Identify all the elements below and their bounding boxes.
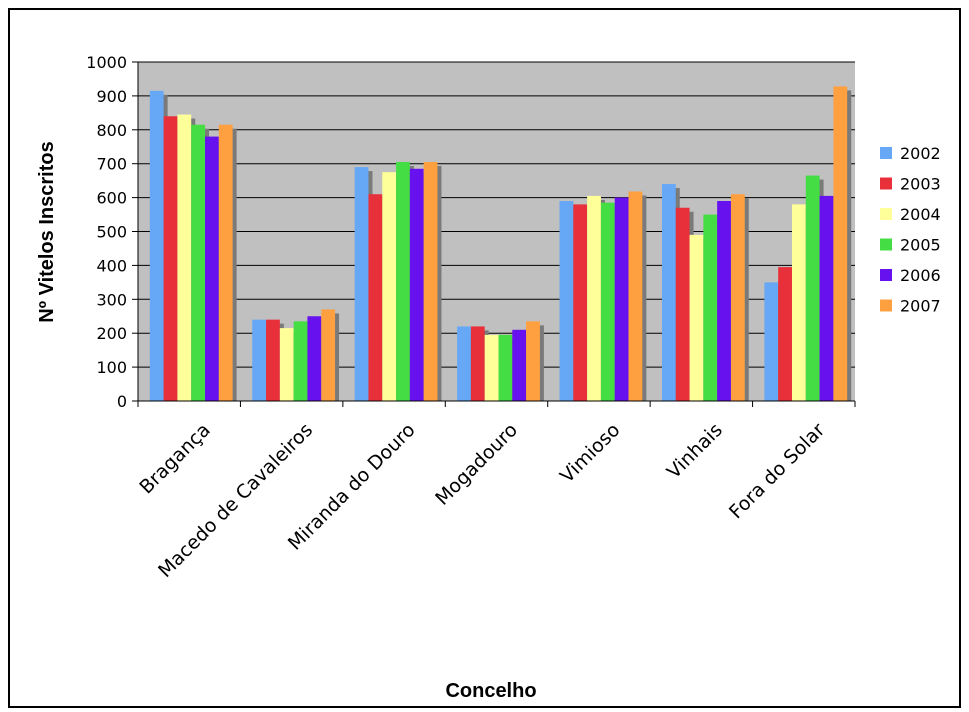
bar bbox=[321, 309, 336, 401]
legend-label: 2004 bbox=[900, 205, 941, 224]
bar bbox=[573, 204, 588, 401]
bar bbox=[791, 204, 806, 401]
legend-label: 2007 bbox=[900, 297, 941, 316]
y-tick-label: 300 bbox=[96, 290, 127, 309]
x-category-label: Mogadouro bbox=[431, 419, 522, 510]
bar bbox=[177, 114, 192, 402]
bar bbox=[730, 194, 745, 401]
bar bbox=[252, 319, 267, 401]
legend-label: 2005 bbox=[900, 236, 941, 255]
legend-label: 2006 bbox=[900, 266, 941, 285]
x-category-label: Fora do Solar bbox=[725, 419, 829, 523]
bar bbox=[423, 162, 438, 401]
bars-group bbox=[149, 86, 852, 402]
y-axis-title: Nº Vitelos Inscritos bbox=[36, 141, 58, 322]
legend-swatch bbox=[880, 299, 892, 312]
bar bbox=[526, 321, 540, 401]
legend-label: 2002 bbox=[900, 144, 941, 163]
bar bbox=[293, 321, 308, 401]
bar bbox=[368, 194, 383, 401]
bar bbox=[833, 86, 848, 402]
bar bbox=[717, 200, 731, 401]
bar bbox=[396, 162, 410, 401]
bar bbox=[382, 172, 397, 401]
x-category-label: Vimioso bbox=[556, 419, 624, 487]
y-tick-label: 0 bbox=[117, 392, 127, 411]
legend-swatch bbox=[880, 238, 892, 251]
x-category-label: Vinhais bbox=[663, 419, 727, 483]
bar bbox=[354, 167, 369, 401]
bar bbox=[628, 191, 643, 401]
bar bbox=[470, 326, 485, 401]
y-tick-label: 400 bbox=[96, 256, 127, 275]
y-tick-label: 100 bbox=[96, 358, 127, 377]
y-tick-label: 200 bbox=[96, 324, 127, 343]
bar bbox=[689, 234, 704, 401]
bar bbox=[149, 90, 164, 401]
legend: 2002 2003 2004 2005 2006 2007 bbox=[880, 144, 941, 316]
legend-swatch bbox=[880, 208, 892, 220]
bar bbox=[409, 168, 424, 401]
y-tick-label: 700 bbox=[96, 155, 127, 174]
y-tick-label: 600 bbox=[96, 189, 127, 208]
x-category-label: Bragança bbox=[135, 419, 214, 498]
bar bbox=[587, 195, 601, 401]
bar bbox=[614, 197, 629, 401]
bar bbox=[805, 175, 820, 401]
y-tick-label: 1000 bbox=[86, 53, 127, 72]
bar bbox=[512, 329, 527, 401]
bar bbox=[559, 200, 574, 401]
bar bbox=[703, 214, 718, 401]
legend-swatch bbox=[880, 177, 892, 190]
bar bbox=[600, 202, 615, 401]
bar bbox=[778, 267, 792, 401]
bar bbox=[307, 316, 322, 401]
bar bbox=[205, 136, 219, 401]
bar bbox=[279, 328, 294, 401]
bar bbox=[218, 124, 233, 401]
bar bbox=[764, 282, 779, 401]
bar bbox=[498, 334, 513, 401]
bar bbox=[163, 116, 178, 402]
bar bbox=[457, 326, 471, 401]
bar bbox=[675, 207, 690, 401]
legend-label: 2003 bbox=[900, 175, 941, 194]
legend-swatch bbox=[880, 269, 892, 281]
bar bbox=[191, 124, 206, 401]
x-axis-title: Concelho bbox=[445, 680, 536, 702]
bar bbox=[484, 334, 499, 401]
bar bbox=[266, 319, 280, 401]
y-tick-label: 900 bbox=[96, 87, 127, 106]
legend-swatch bbox=[880, 147, 892, 159]
y-tick-label: 500 bbox=[96, 223, 127, 242]
bar bbox=[661, 184, 676, 401]
bar bbox=[819, 195, 834, 401]
y-tick-label: 800 bbox=[96, 121, 127, 140]
